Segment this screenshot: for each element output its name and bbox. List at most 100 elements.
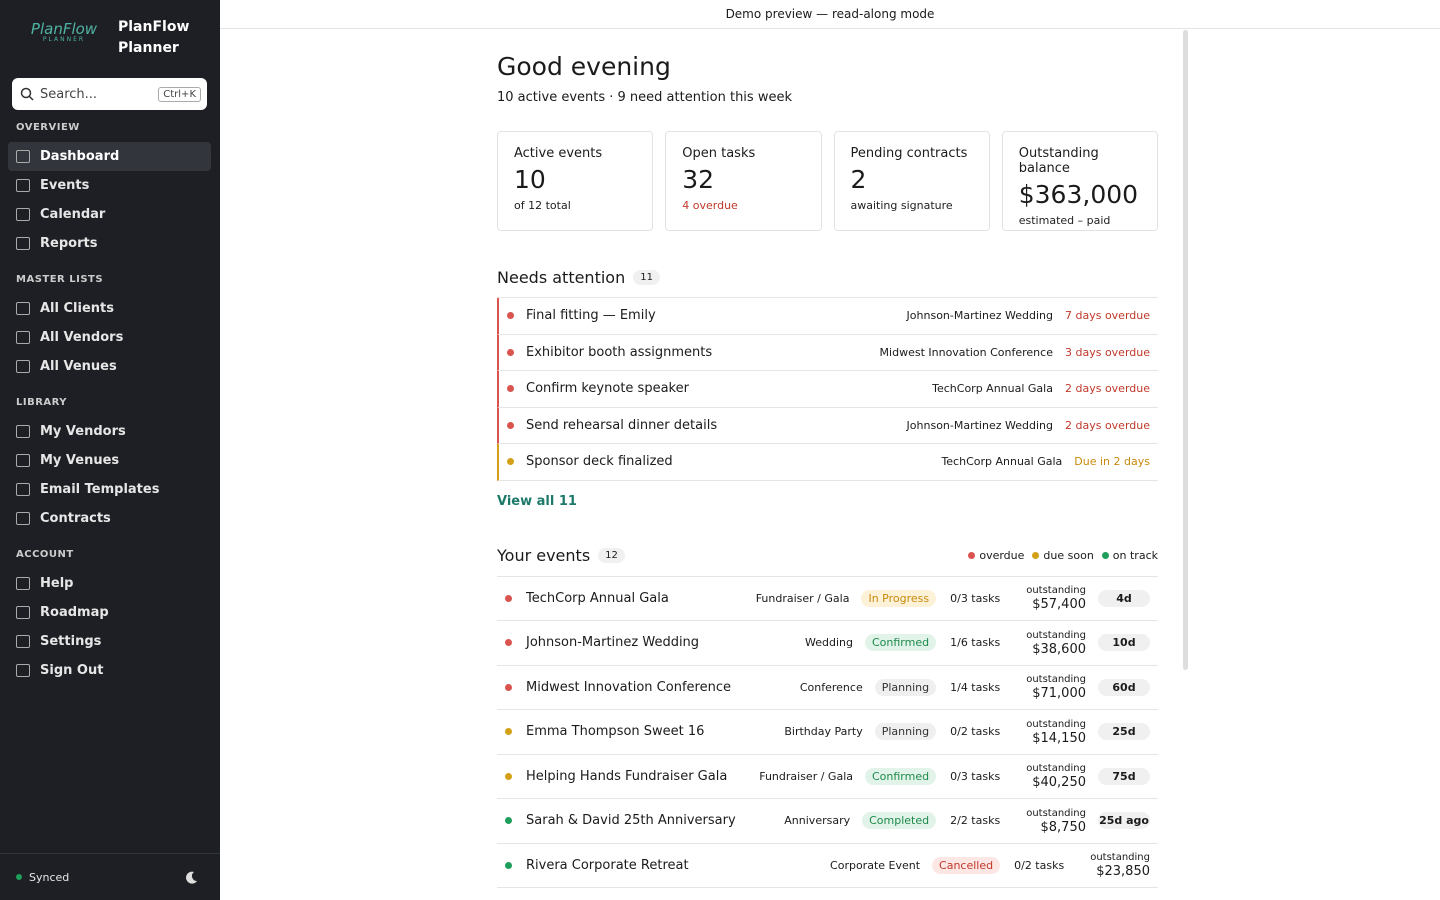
event-row[interactable]: Helping Hands Fundraiser Gala Fundraiser … xyxy=(497,755,1158,799)
stat-value: 32 xyxy=(682,165,715,194)
legend-dot xyxy=(1101,552,1109,559)
event-row[interactable]: TechCorp Annual Gala Fundraiser / Gala In … xyxy=(497,577,1158,621)
event-row[interactable]: Emma Thompson Sweet 16 Birthday Party Plan… xyxy=(497,710,1158,755)
outstanding-amount: $23,850 xyxy=(1096,864,1150,880)
event-type: Wedding xyxy=(805,636,853,650)
logo-tag: PLANNER xyxy=(42,36,86,43)
event-name: Helping Hands Fundraiser Gala xyxy=(526,768,728,784)
count: 12 xyxy=(598,548,625,563)
legend-label: due soon xyxy=(1043,549,1094,562)
nav-icon xyxy=(16,454,30,467)
event-row[interactable]: Johnson-Martinez Wedding Wedding Confirmed… xyxy=(497,621,1158,666)
nav-icon xyxy=(16,360,30,373)
nav-section-title: MASTER LISTS xyxy=(16,274,104,285)
nav-section-title: ACCOUNT xyxy=(16,549,74,560)
outstanding: outstanding $71,000 xyxy=(1026,673,1086,701)
stat-value: $363,000 xyxy=(1018,180,1139,209)
shortcut: Ctrl+K xyxy=(158,86,201,102)
status-dot xyxy=(505,594,512,602)
nav-label: Help xyxy=(40,576,74,591)
nav-item[interactable]: Reports xyxy=(8,229,211,258)
scrollbar[interactable] xyxy=(1183,30,1188,670)
nav-item[interactable]: Sign Out xyxy=(8,656,211,685)
status-dot xyxy=(507,421,514,429)
nav-item[interactable]: Help xyxy=(8,569,211,598)
theme-toggle[interactable] xyxy=(184,870,198,884)
outstanding-label: outstanding xyxy=(1026,763,1086,775)
nav-item[interactable]: All Vendors xyxy=(8,323,211,352)
task-count: 0/3 tasks xyxy=(950,591,1001,605)
sync-status: Synced xyxy=(29,870,70,884)
attention-row[interactable]: Confirm keynote speaker TechCorp Annual G… xyxy=(497,371,1158,408)
nav-item[interactable]: Events xyxy=(8,171,211,200)
nav-icon xyxy=(16,179,30,192)
attention-row[interactable]: Exhibitor booth assignments Midwest Innov… xyxy=(497,334,1158,371)
nav-item[interactable]: Contracts xyxy=(8,504,211,533)
nav-item[interactable]: All Venues xyxy=(8,352,211,381)
nav-label: All Venues xyxy=(40,359,117,374)
sidebar: PlanFlow PLANNER PlanFlow Planner Search.… xyxy=(0,0,220,900)
nav-item[interactable]: My Vendors xyxy=(8,417,211,446)
legend: overdue due soon on track xyxy=(968,549,1158,562)
event-name: Rivera Corporate Retreat xyxy=(526,857,689,873)
status-dot xyxy=(505,861,512,869)
outstanding-label: outstanding xyxy=(1026,807,1086,819)
search-icon xyxy=(20,87,34,101)
outstanding-label: outstanding xyxy=(1026,674,1086,686)
outstanding-amount: $14,150 xyxy=(1032,730,1086,746)
status-badge: In Progress xyxy=(861,589,937,607)
status-dot xyxy=(505,683,512,691)
banner: Demo preview — read-along mode xyxy=(220,0,1440,29)
section-title: Your events xyxy=(497,546,591,565)
attention-row[interactable]: Final fitting — Emily Johnson-Martinez We… xyxy=(497,298,1158,335)
view-all-link[interactable]: View all 11 xyxy=(497,493,577,509)
event-row[interactable]: Midwest Innovation Conference Conference P… xyxy=(497,666,1158,710)
nav-label: Dashboard xyxy=(40,149,120,164)
outstanding: outstanding $38,600 xyxy=(1026,629,1086,657)
nav-label: Reports xyxy=(40,236,98,251)
nav-icon xyxy=(16,302,30,315)
stat-card: Active events 10 of 12 total xyxy=(497,131,654,231)
nav-item[interactable]: Calendar xyxy=(8,200,211,229)
nav-section-title: LIBRARY xyxy=(16,397,68,408)
nav-icon xyxy=(16,237,30,250)
nav-item[interactable]: Dashboard xyxy=(8,142,211,171)
status-badge: Completed xyxy=(862,812,937,830)
event-row[interactable]: Sarah & David 25th Anniversary Anniversar… xyxy=(497,799,1158,844)
event-type: Fundraiser / Gala xyxy=(755,591,850,605)
event-name: Midwest Innovation Conference xyxy=(879,345,1053,359)
stat-card: Pending contracts 2 awaiting signature xyxy=(833,131,990,231)
days-pill: 60d xyxy=(1098,678,1150,696)
stat-label: Open tasks xyxy=(682,146,756,161)
event-name: Johnson-Martinez Wedding xyxy=(906,309,1053,323)
event-name: Emma Thompson Sweet 16 xyxy=(526,724,705,740)
stat-note: estimated – paid xyxy=(1018,214,1111,227)
nav-icon xyxy=(16,208,30,221)
stat-note: awaiting signature xyxy=(850,199,953,212)
task-name: Exhibitor booth assignments xyxy=(526,344,713,360)
event-type: Fundraiser / Gala xyxy=(759,769,853,783)
due: 2 days overdue xyxy=(1064,382,1150,396)
nav-item[interactable]: Email Templates xyxy=(8,475,211,504)
outstanding: outstanding $40,250 xyxy=(1026,762,1086,790)
attention-row[interactable]: Sponsor deck finalized TechCorp Annual Ga… xyxy=(497,444,1158,481)
outstanding-label: outstanding xyxy=(1090,852,1150,864)
attention-header: Needs attention 11 xyxy=(497,265,1158,289)
days-pill: 75d xyxy=(1098,767,1150,785)
event-name: TechCorp Annual Gala xyxy=(941,455,1063,469)
event-type: Conference xyxy=(799,680,863,694)
nav-label: All Vendors xyxy=(40,330,124,345)
nav-item[interactable]: My Venues xyxy=(8,446,211,475)
nav-item[interactable]: Roadmap xyxy=(8,598,211,627)
page-subtitle: 10 active events · 9 need attention this… xyxy=(497,90,792,105)
nav-item[interactable]: Settings xyxy=(8,627,211,656)
attention-row[interactable]: Send rehearsal dinner details Johnson-Mar… xyxy=(497,407,1158,444)
nav-item[interactable]: All Clients xyxy=(8,294,211,323)
outstanding-amount: $71,000 xyxy=(1032,686,1086,702)
search-box[interactable]: Search... Ctrl+K xyxy=(12,78,207,110)
days-pill: 25d ago xyxy=(1098,812,1150,830)
nav-icon xyxy=(16,577,30,590)
status-dot xyxy=(507,348,514,356)
event-row[interactable]: Rivera Corporate Retreat Corporate Event C… xyxy=(497,844,1158,888)
stat-note: 4 overdue xyxy=(682,199,738,212)
